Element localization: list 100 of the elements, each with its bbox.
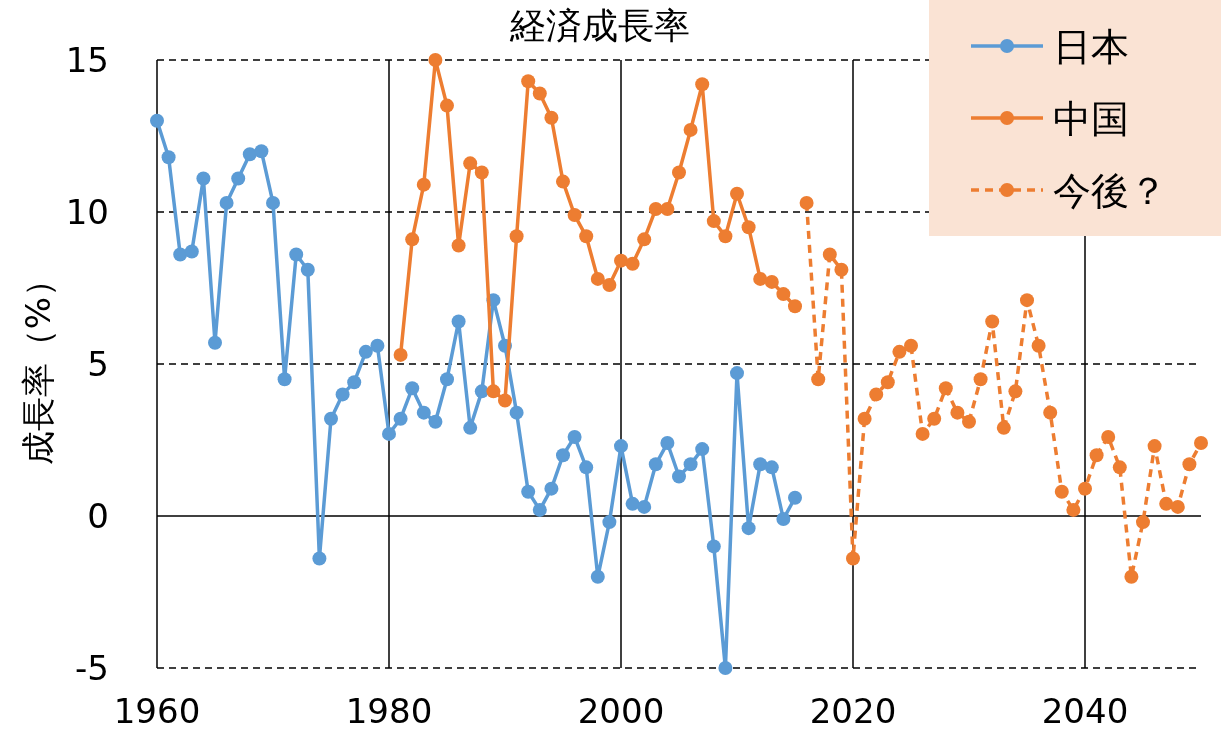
x-tick-label: 2000	[577, 691, 665, 731]
point	[996, 420, 1011, 435]
point	[277, 372, 292, 387]
point	[672, 165, 686, 180]
point	[1031, 338, 1046, 353]
y-tick-label: 10	[65, 192, 109, 232]
point	[857, 411, 872, 426]
point	[1089, 448, 1104, 463]
point	[904, 338, 918, 353]
chart-title: 経済成長率	[509, 5, 690, 46]
point	[219, 195, 234, 210]
point	[973, 372, 988, 387]
point	[1101, 429, 1116, 444]
point	[880, 375, 895, 390]
point	[1043, 405, 1058, 420]
point	[579, 460, 594, 475]
point	[962, 414, 976, 429]
point	[602, 277, 617, 292]
y-axis-title: 成長率（%）	[18, 262, 58, 466]
point	[788, 299, 802, 314]
point	[590, 569, 605, 584]
point	[1136, 515, 1150, 530]
point	[289, 247, 304, 262]
y-tick-label: 0	[87, 496, 109, 536]
point	[532, 502, 547, 517]
point	[1170, 499, 1185, 514]
point	[985, 314, 1000, 329]
point	[776, 287, 791, 302]
point	[370, 338, 385, 353]
point	[683, 122, 698, 137]
point	[625, 496, 640, 511]
point	[556, 174, 570, 189]
point	[625, 256, 640, 271]
point	[764, 460, 779, 475]
point	[474, 165, 489, 180]
x-tick-label: 1980	[345, 691, 433, 731]
point	[509, 229, 524, 244]
point	[486, 384, 501, 399]
point	[579, 229, 594, 244]
point	[393, 347, 408, 362]
point	[1054, 484, 1069, 499]
point	[161, 150, 176, 165]
point	[567, 208, 582, 223]
point	[1182, 457, 1197, 472]
point	[544, 110, 559, 125]
y-tick-label: 5	[87, 344, 109, 384]
point	[173, 247, 188, 262]
point	[196, 171, 211, 186]
point	[544, 481, 559, 496]
point	[405, 232, 420, 247]
point	[590, 271, 605, 286]
point	[730, 186, 744, 201]
point	[614, 439, 628, 454]
point	[764, 274, 779, 289]
point	[1194, 436, 1208, 451]
point	[521, 484, 536, 499]
x-tick-label: 2020	[809, 691, 897, 731]
point	[695, 77, 710, 92]
point	[1159, 496, 1174, 511]
point	[405, 381, 420, 396]
point	[718, 661, 733, 675]
point	[834, 262, 849, 277]
point	[1008, 384, 1023, 399]
point	[567, 429, 582, 444]
point	[300, 262, 315, 277]
point	[428, 414, 443, 429]
legend-label: 日本	[1053, 25, 1129, 69]
point	[788, 490, 802, 505]
point	[822, 247, 837, 262]
point	[266, 195, 280, 210]
point	[950, 405, 965, 420]
point	[660, 201, 675, 216]
point	[312, 551, 327, 566]
point	[718, 229, 733, 244]
point	[208, 335, 222, 350]
point	[440, 98, 454, 113]
point	[254, 144, 269, 159]
x-tick-label: 1960	[113, 691, 201, 731]
legend-label: 中国	[1053, 97, 1129, 141]
point	[683, 457, 698, 472]
point	[1066, 502, 1081, 517]
point	[416, 177, 431, 192]
point	[1020, 293, 1034, 308]
point	[393, 411, 408, 426]
point	[637, 499, 652, 514]
y-tick-label: -5	[75, 648, 109, 688]
point	[347, 375, 362, 390]
point	[382, 426, 396, 441]
point	[451, 238, 466, 253]
point	[614, 253, 628, 268]
point	[463, 156, 478, 171]
point	[648, 201, 663, 216]
point	[660, 436, 675, 451]
point	[695, 442, 710, 457]
point	[753, 271, 768, 286]
point	[474, 384, 489, 399]
point	[741, 220, 756, 235]
point	[451, 314, 466, 329]
point	[706, 539, 721, 554]
point	[741, 521, 756, 536]
